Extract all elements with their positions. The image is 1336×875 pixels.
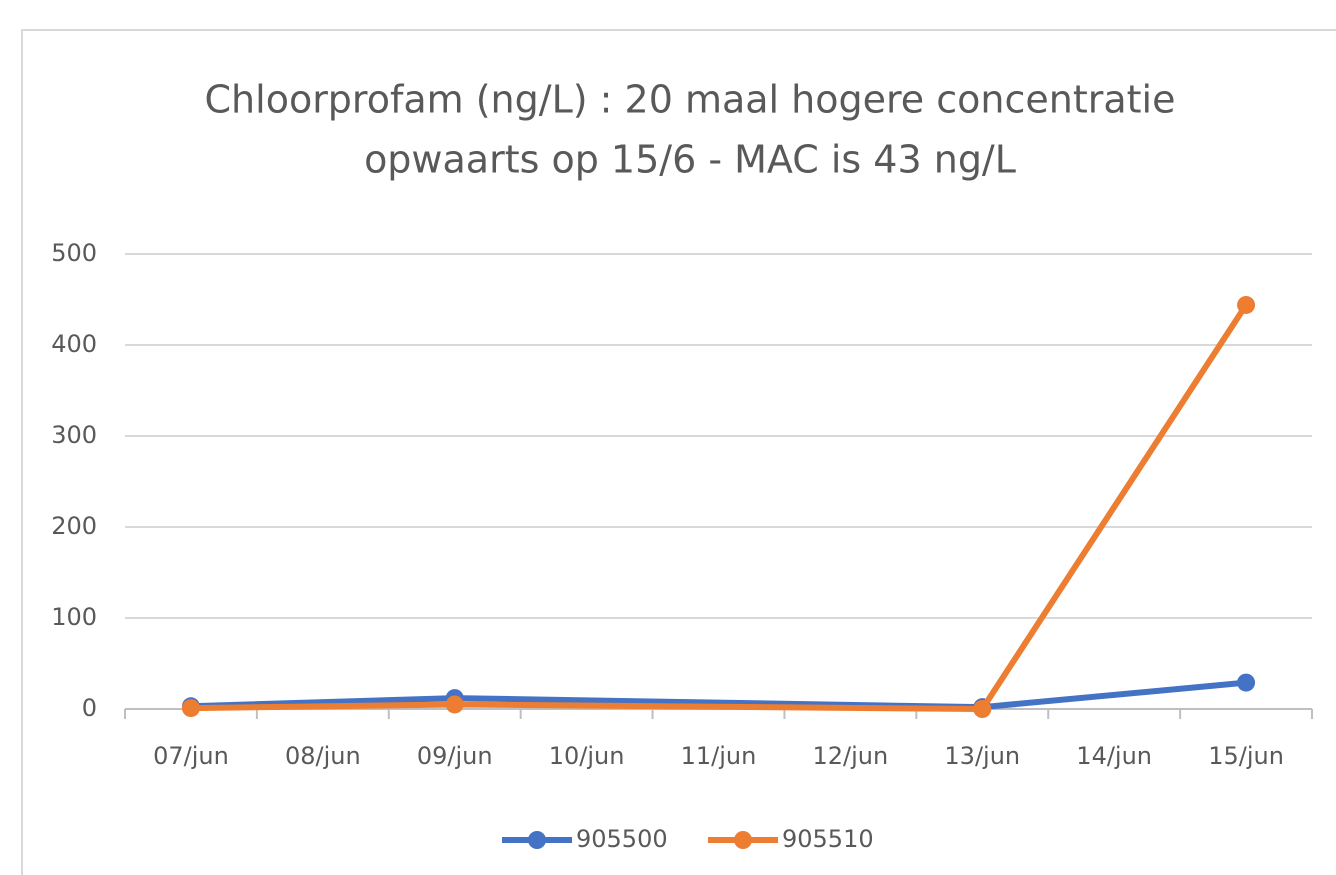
- data-point: [1237, 295, 1256, 314]
- x-tick-label: 13/jun: [944, 742, 1020, 770]
- chart-title: Chloorprofam (ng/L) : 20 maal hogere con…: [205, 78, 1176, 122]
- legend-marker: [734, 831, 752, 849]
- x-tick-label: 09/jun: [417, 742, 493, 770]
- x-tick-label: 15/jun: [1208, 742, 1284, 770]
- y-tick-label: 0: [82, 694, 97, 722]
- x-tick-label: 08/jun: [285, 742, 361, 770]
- legend-marker: [528, 831, 546, 849]
- series-line: [190, 303, 1249, 712]
- y-tick-label: 300: [51, 421, 97, 449]
- x-tick-label: 12/jun: [813, 742, 889, 770]
- legend-label: 905500: [576, 825, 668, 853]
- y-tick-label: 400: [51, 330, 97, 358]
- chart-title: opwaarts op 15/6 - MAC is 43 ng/L: [364, 138, 1016, 182]
- x-tick-label: 14/jun: [1076, 742, 1152, 770]
- data-point: [1237, 673, 1256, 692]
- y-tick-label: 100: [51, 603, 97, 631]
- data-point: [973, 700, 992, 718]
- data-point: [181, 699, 200, 718]
- x-tick-label: 11/jun: [681, 742, 757, 770]
- legend-label: 905510: [782, 825, 874, 853]
- y-tick-label: 500: [51, 239, 97, 267]
- y-tick-label: 200: [51, 512, 97, 540]
- x-tick-label: 07/jun: [153, 742, 229, 770]
- data-point: [445, 695, 464, 714]
- x-tick-label: 10/jun: [549, 742, 625, 770]
- series-line: [190, 679, 1247, 711]
- chart-frame: [21, 29, 1336, 875]
